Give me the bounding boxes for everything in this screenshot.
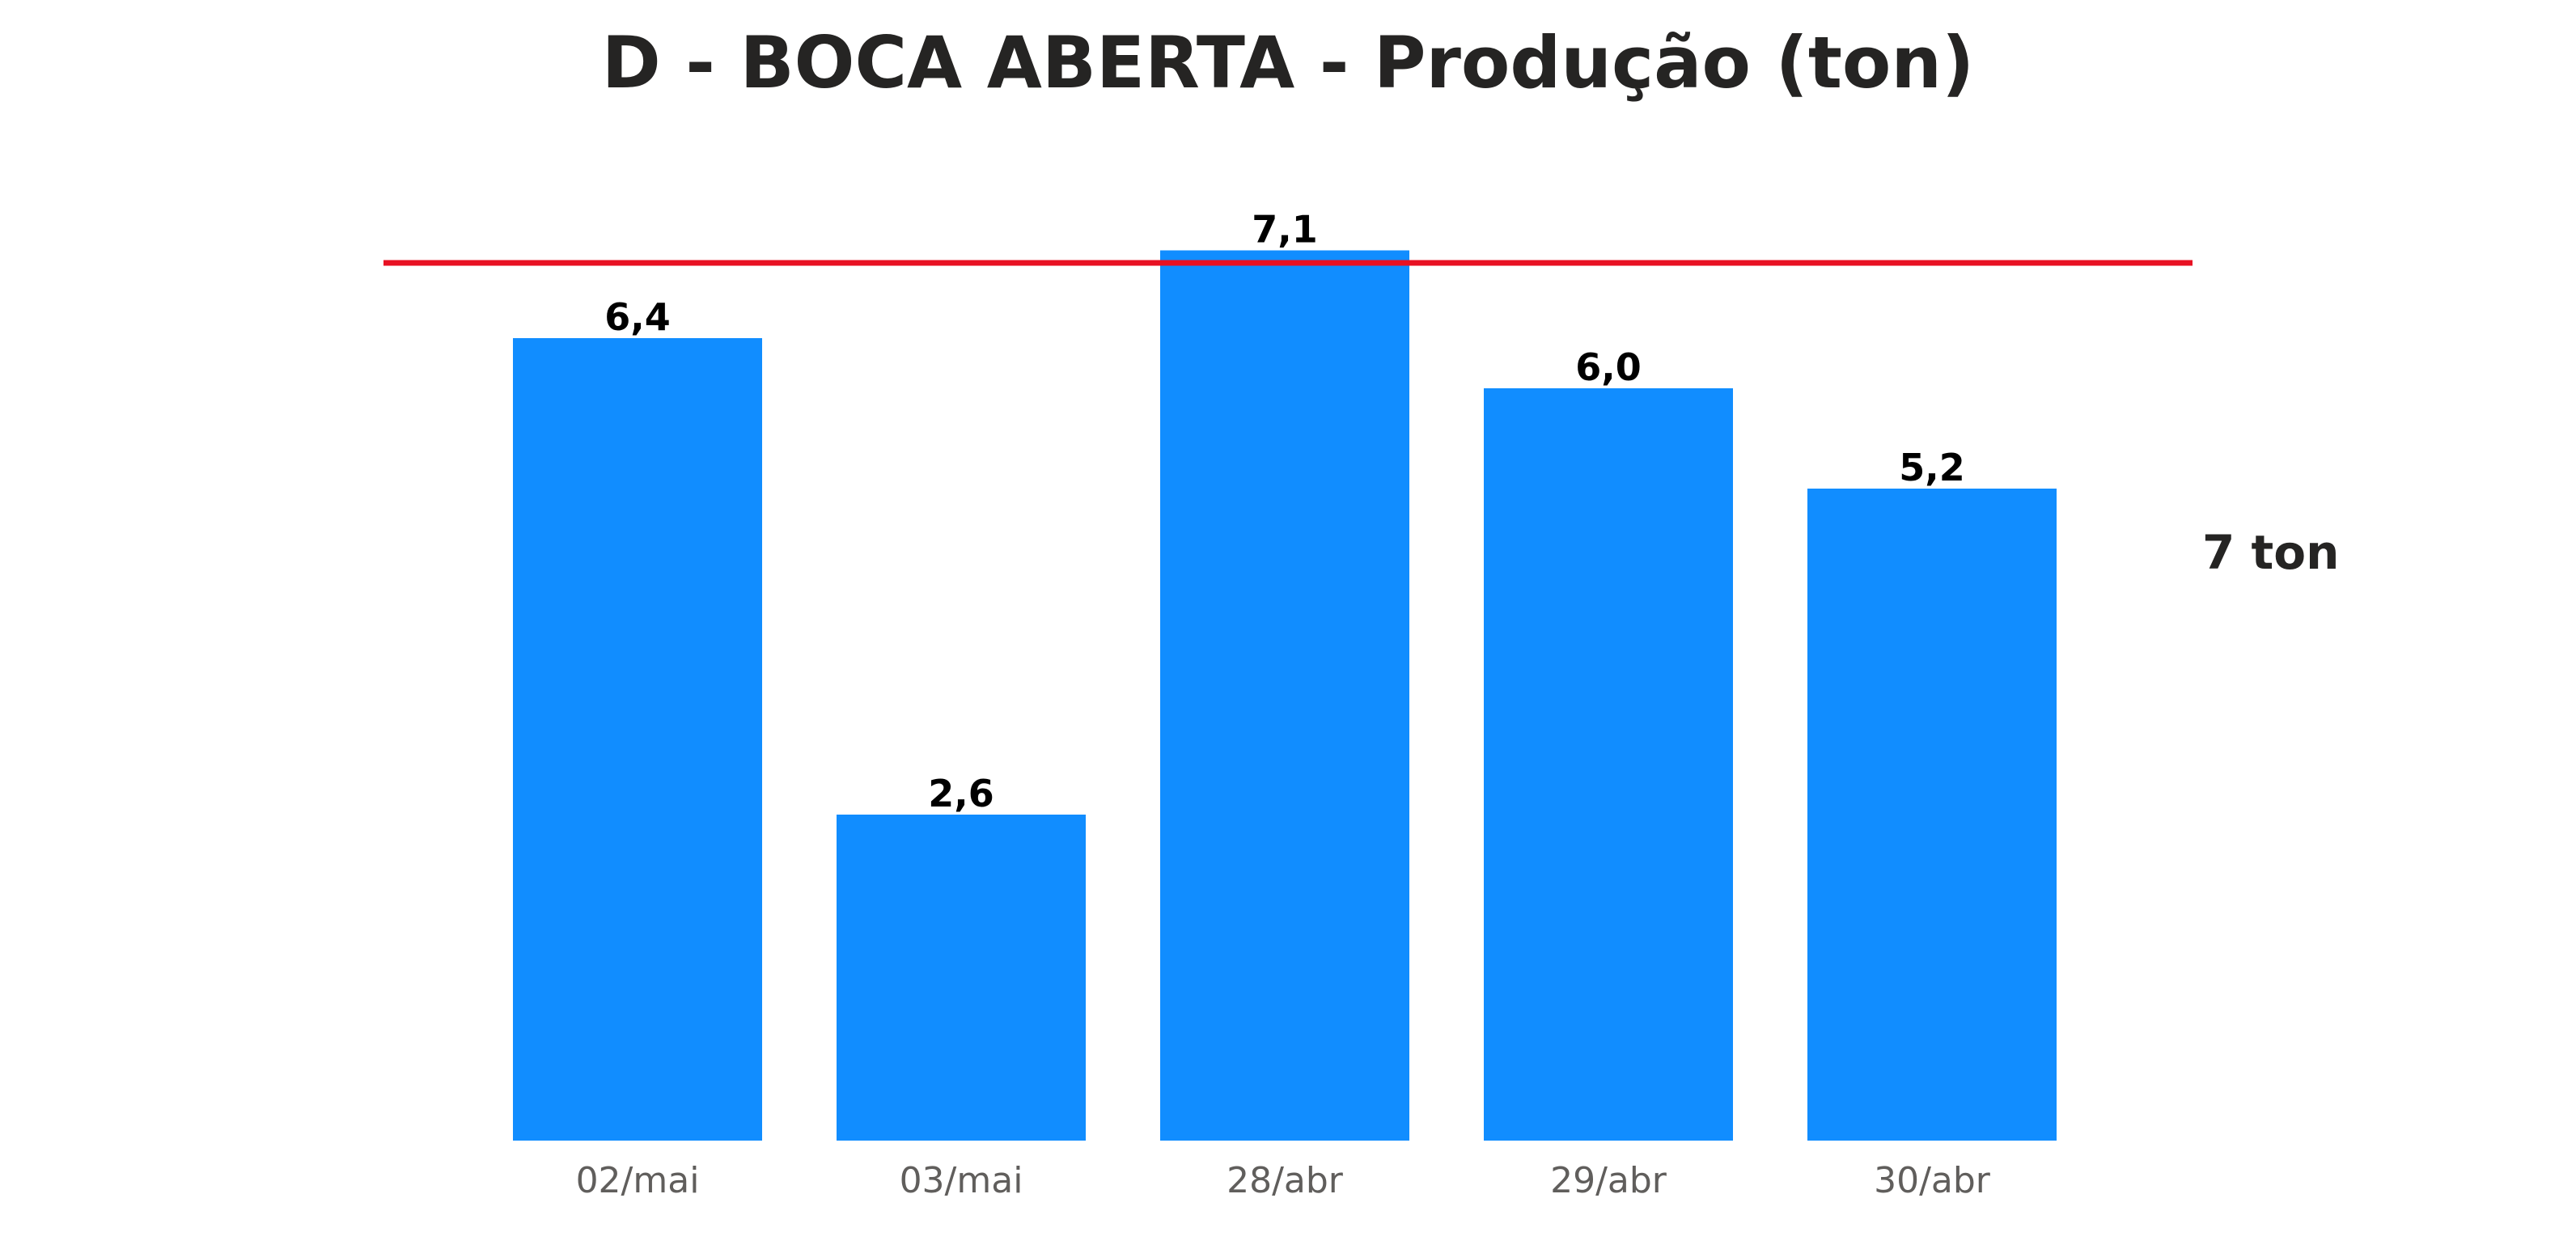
x-tick-label: 03/mai [900,1160,1023,1201]
x-axis-ticks: 02/mai 03/mai 28/abr 29/abr 30/abr [576,1160,1991,1201]
data-label: 7,1 [1252,208,1318,252]
data-labels-layer: 6,4 2,6 7,1 6,0 5,2 [604,208,1965,816]
bar-29/abr[interactable] [1484,388,1733,1141]
target-label: 7 ton [2202,525,2339,580]
bar-30/abr[interactable] [1807,489,2057,1141]
bar-02/mai[interactable] [513,338,762,1141]
target-layer: 7 ton [383,260,2339,580]
chart-title: D - BOCA ABERTA - Produção (ton) [601,21,1975,104]
bars-layer [513,250,2057,1141]
x-tick-label: 28/abr [1227,1160,1344,1201]
bar-03/mai[interactable] [837,815,1086,1141]
data-label: 6,0 [1575,345,1642,389]
x-tick-label: 29/abr [1550,1160,1667,1201]
data-label: 2,6 [928,772,994,815]
x-tick-label: 02/mai [576,1160,700,1201]
data-label: 6,4 [604,295,671,339]
data-label: 5,2 [1899,446,1965,489]
bar-28/abr[interactable] [1160,250,1409,1141]
x-tick-label: 30/abr [1874,1160,1991,1201]
